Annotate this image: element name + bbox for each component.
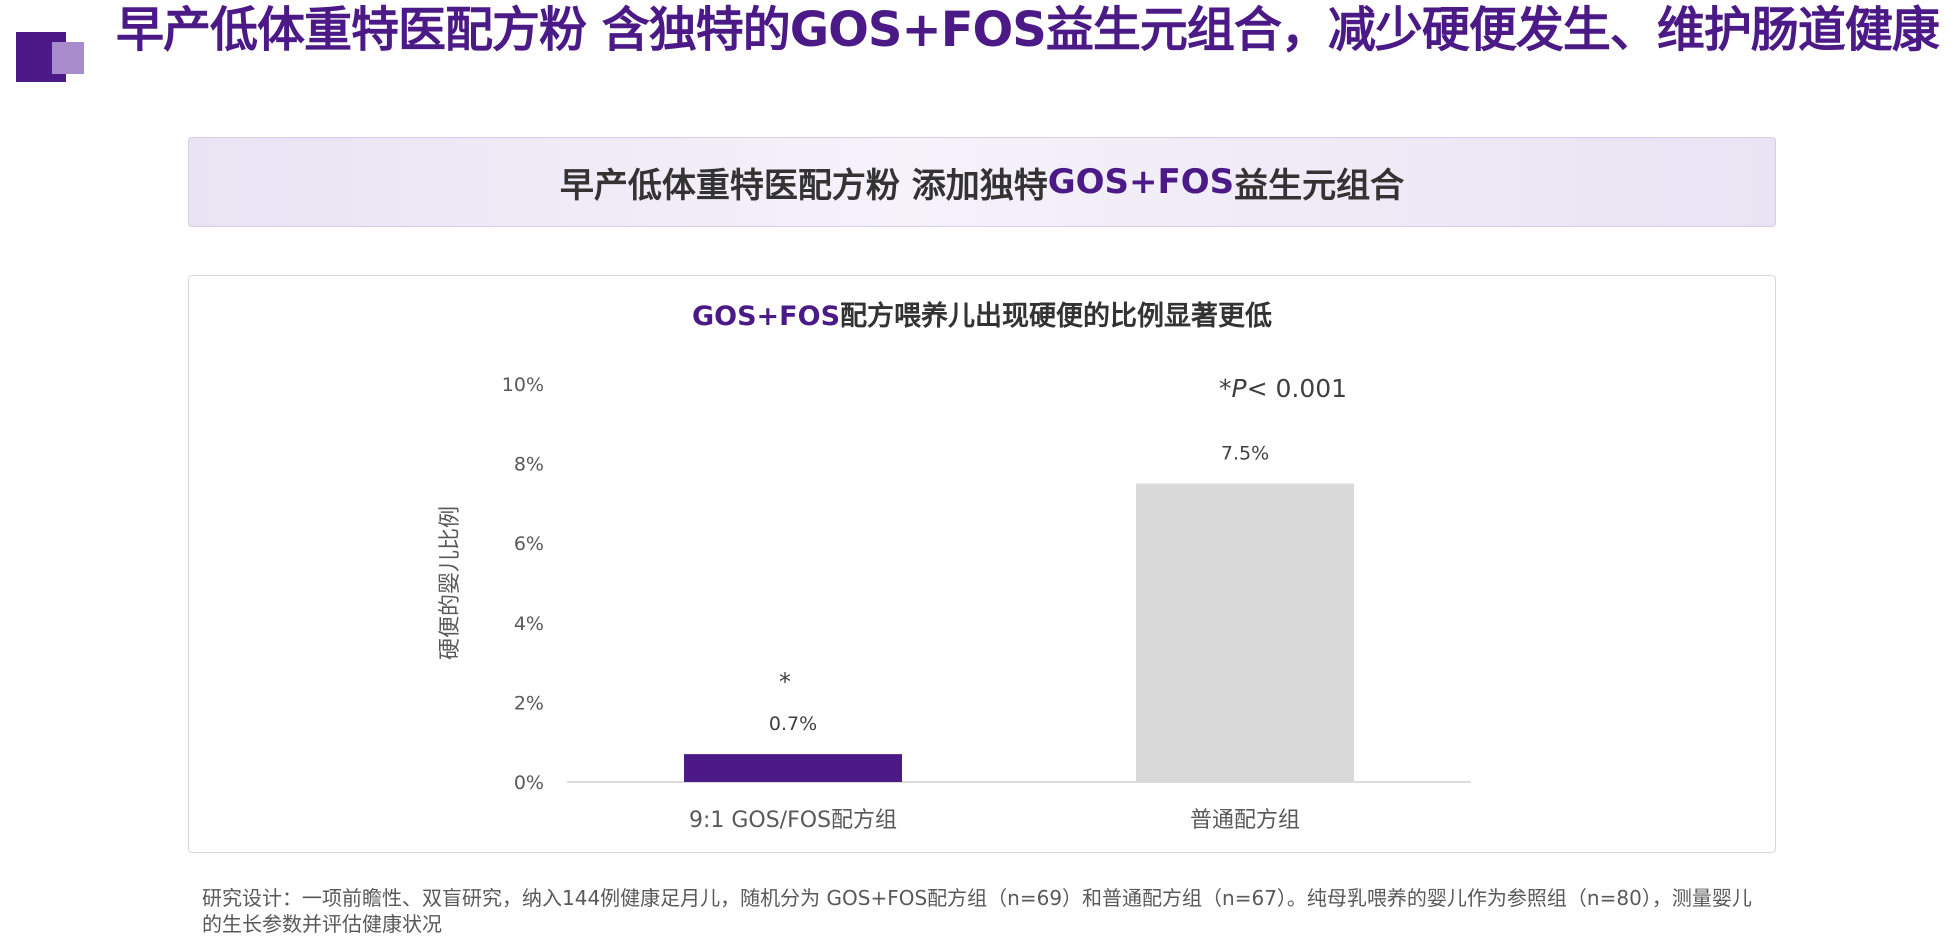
p-value-annotation: *P< 0.001: [1219, 374, 1347, 403]
banner-prefix: 早产低体重特医配方粉 添加独特: [559, 165, 1048, 206]
pvalue-p: P: [1232, 374, 1248, 403]
data-label: 0.7%: [769, 713, 817, 735]
study-design-footnote: 研究设计：一项前瞻性、双盲研究，纳入144例健康足月儿，随机分为 GOS+FOS…: [202, 886, 1752, 936]
y-tick-label: 6%: [514, 533, 544, 555]
pvalue-rest: < 0.001: [1247, 374, 1347, 403]
y-tick-label: 10%: [502, 374, 544, 396]
x-tick-label: 9:1 GOS/FOS配方组: [689, 808, 897, 833]
chart-panel: GOS+FOS配方喂养儿出现硬便的比例显著更低 0% 2% 4% 6% 8% 10% 硬便的…: [188, 275, 1776, 853]
x-tick-label: 普通配方组: [1190, 808, 1300, 833]
chart-title-rest: 配方喂养儿出现硬便的比例显著更低: [840, 301, 1273, 332]
banner-suffix: 益生元组合: [1234, 165, 1405, 206]
significance-marker: *: [779, 668, 791, 696]
subtitle-banner: 早产低体重特医配方粉 添加独特 GOS+FOS 益生元组合: [188, 137, 1776, 227]
bar-2: [1136, 483, 1354, 782]
y-tick-label: 0%: [514, 772, 544, 794]
bar-chart: 0% 2% 4% 6% 8% 10% 硬便的婴儿比例 0.7% 9:1 GOS/FOS配方组 * 7…: [438, 374, 1471, 833]
data-label: 7.5%: [1221, 443, 1269, 465]
banner-highlight: GOS+FOS: [1047, 162, 1235, 202]
page-title: 早产低体重特医配方粉 含独特的GOS+FOS益生元组合，减少硬便发生、维护肠道健…: [116, 2, 1940, 58]
title-decoration: [16, 32, 86, 84]
y-tick-label: 4%: [514, 613, 544, 635]
y-tick-label: 2%: [514, 692, 544, 714]
chart-title-highlight: GOS+FOS: [691, 301, 841, 332]
y-tick-label: 8%: [514, 454, 544, 476]
pvalue-star: *: [1219, 374, 1232, 403]
chart-title: GOS+FOS配方喂养儿出现硬便的比例显著更低: [189, 294, 1775, 333]
title-decoration-light-square: [52, 42, 84, 74]
y-axis-label: 硬便的婴儿比例: [438, 506, 463, 660]
bar-1: [684, 754, 902, 782]
